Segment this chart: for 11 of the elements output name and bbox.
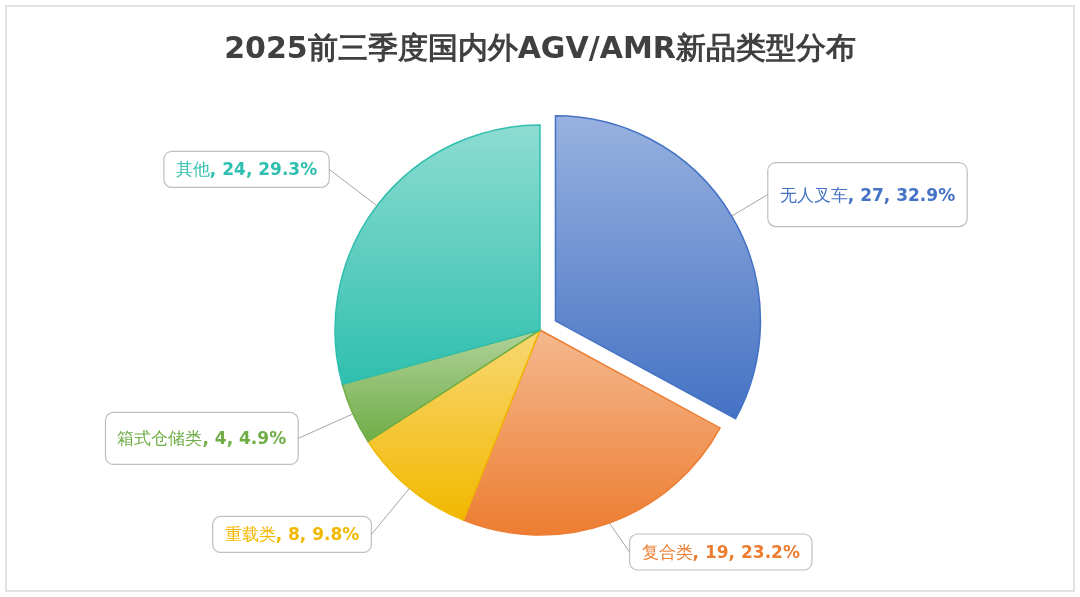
- data-label: , 24, 29.3%: [209, 159, 318, 180]
- data-label: , 4, 4.9%: [202, 428, 287, 449]
- slice-label: 箱式仓储类: [117, 428, 203, 449]
- data-label: , 8, 9.8%: [275, 524, 360, 545]
- data-label: , 27, 32.9%: [847, 184, 956, 205]
- slice-label: 重载类: [224, 524, 276, 545]
- slice-label: 复合类: [641, 542, 693, 562]
- slice-label: 其他: [175, 159, 210, 180]
- data-label: , 19, 23.2%: [692, 542, 800, 562]
- slice-label: 无人叉车: [779, 184, 848, 205]
- chart-title: 2025前三季度国内外AGV/AMR新品类型分布: [224, 30, 856, 65]
